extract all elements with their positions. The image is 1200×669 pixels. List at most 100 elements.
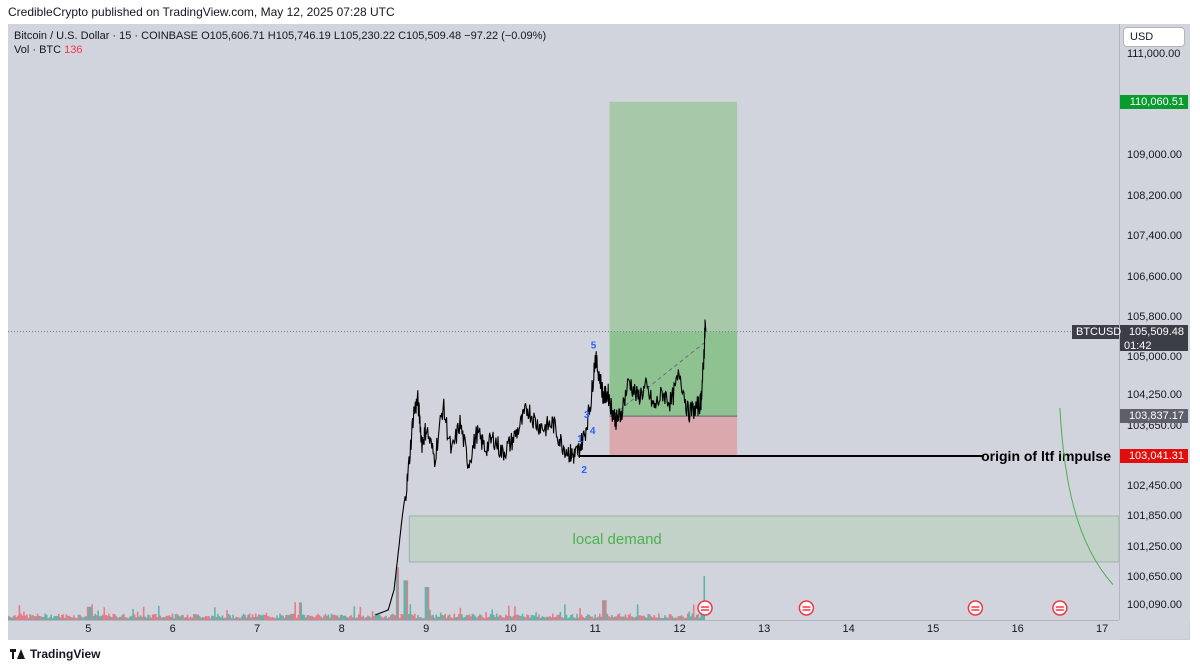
- volume-bar: [104, 614, 107, 620]
- volume-bar: [132, 608, 134, 620]
- volume-bar: [639, 615, 642, 620]
- projection-curve: [1059, 407, 1114, 585]
- volume-bar: [276, 615, 278, 620]
- price-axis[interactable]: [1119, 24, 1190, 620]
- volume-bar: [308, 615, 310, 620]
- volume-bar: [32, 615, 34, 620]
- volume-bar: [29, 613, 31, 620]
- volume-bar: [701, 615, 704, 620]
- volume-bar: [126, 617, 128, 620]
- volume-bar: [598, 613, 601, 620]
- volume-bar: [173, 618, 175, 620]
- price-tick-label: 104,250.00: [1127, 389, 1183, 402]
- volume-bar: [330, 613, 333, 620]
- volume-bar: [51, 618, 54, 620]
- volume-bar: [453, 613, 456, 620]
- volume-bar: [427, 587, 430, 620]
- volume-bar: [385, 615, 387, 620]
- volume-bar: [520, 616, 522, 620]
- time-tick-label: 15: [927, 623, 940, 635]
- volume-bar: [615, 616, 618, 620]
- chart-canvas[interactable]: local demand origin of ltf impulse 5 341 2: [8, 24, 1119, 620]
- volume-bar: [226, 610, 228, 620]
- tradingview-brand[interactable]: TradingView: [10, 647, 100, 661]
- volume-bar: [158, 605, 160, 620]
- brand-name: TradingView: [30, 647, 101, 661]
- volume-bar: [454, 617, 457, 620]
- volume-bars: [8, 567, 706, 620]
- volume-bar: [92, 615, 95, 620]
- volume-bar: [568, 617, 571, 620]
- volume-bar: [274, 617, 277, 620]
- volume-bar: [544, 617, 546, 620]
- volume-bar: [464, 616, 466, 620]
- volume-bar: [577, 617, 580, 620]
- volume-bar: [676, 617, 678, 620]
- volume-bar: [447, 615, 450, 620]
- volume-bar: [642, 615, 645, 620]
- volume-bar: [539, 617, 542, 620]
- volume-bar: [273, 617, 275, 620]
- volume-bar: [262, 614, 265, 620]
- symbol-tag: BTCUSD: [1072, 324, 1121, 339]
- volume-bar: [503, 617, 506, 620]
- volume-bar: [312, 616, 315, 620]
- volume-bar: [391, 613, 393, 620]
- volume-bar: [592, 618, 595, 620]
- volume-bar: [180, 615, 183, 620]
- volume-bar: [647, 614, 650, 620]
- volume-bar: [209, 618, 212, 620]
- tradingview-logo-icon: [10, 649, 25, 659]
- price-tick-label: 108,200.00: [1127, 189, 1183, 202]
- volume-bar: [33, 616, 36, 620]
- volume-bar: [306, 615, 309, 620]
- volume-bar: [403, 580, 406, 620]
- volume-bar: [86, 606, 89, 620]
- price-tick-label: 102,450.00: [1127, 480, 1183, 493]
- volume-bar: [683, 618, 686, 620]
- volume-bar: [567, 618, 569, 620]
- volume-bar: [626, 617, 628, 620]
- volume-bar: [380, 616, 383, 620]
- volume-bar: [214, 607, 216, 620]
- volume-bar: [189, 616, 192, 620]
- volume-bar: [342, 615, 345, 620]
- volume-bar: [677, 616, 680, 620]
- plot-area[interactable]: local demand origin of ltf impulse 5 3 4 1 2: [8, 24, 1119, 620]
- volume-bar: [179, 616, 181, 620]
- volume-bar: [83, 616, 86, 620]
- volume-bar: [603, 600, 606, 620]
- volume-bar: [601, 600, 604, 620]
- volume-bar: [394, 615, 396, 620]
- volume-bar: [386, 618, 389, 620]
- volume-bar: [632, 616, 634, 620]
- volume-bar: [304, 617, 307, 620]
- volume-bar: [538, 614, 540, 620]
- volume-bar: [117, 617, 119, 620]
- volume-bar: [301, 614, 304, 620]
- volume-bar: [488, 616, 490, 620]
- volume-bar: [611, 615, 613, 620]
- volume-bar: [662, 617, 665, 620]
- volume-bar: [361, 616, 363, 620]
- volume-bar: [288, 615, 290, 620]
- volume-bar: [47, 618, 49, 620]
- low-label: L: [333, 30, 340, 42]
- volume-bar: [264, 614, 266, 620]
- volume-bar: [600, 616, 603, 620]
- volume-bar: [424, 587, 427, 620]
- volume-bar: [412, 615, 415, 620]
- volume-bar: [605, 600, 607, 620]
- volume-bar: [420, 617, 422, 620]
- currency-button[interactable]: USD: [1123, 27, 1185, 47]
- volume-bar: [491, 609, 493, 620]
- volume-bar: [665, 617, 668, 620]
- price-tick-label: 107,400.00: [1127, 230, 1183, 243]
- volume-bar: [374, 613, 377, 620]
- volume-bar: [45, 614, 48, 620]
- volume-bar: [553, 617, 556, 620]
- volume-bar: [389, 615, 392, 620]
- volume-bar: [429, 609, 431, 620]
- volume-bar: [486, 617, 489, 620]
- time-axis[interactable]: [8, 620, 1119, 640]
